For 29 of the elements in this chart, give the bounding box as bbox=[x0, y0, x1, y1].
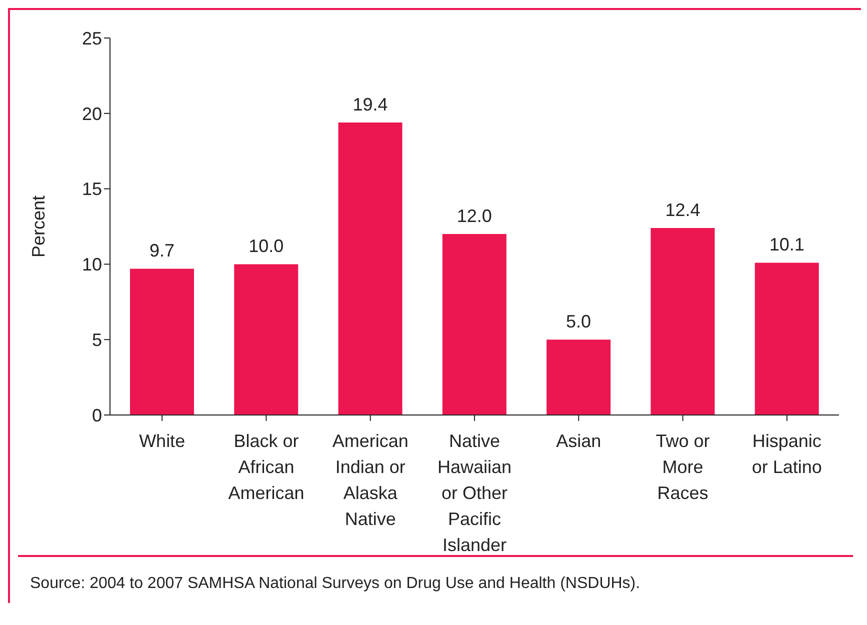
data-label: 10.1 bbox=[769, 234, 804, 255]
data-label: 10.0 bbox=[248, 236, 284, 256]
bar bbox=[130, 268, 194, 415]
data-label: 5.0 bbox=[566, 312, 592, 332]
y-tick-label: 5 bbox=[92, 330, 102, 350]
bar bbox=[754, 262, 819, 415]
data-label: 9.7 bbox=[149, 240, 175, 261]
x-tick-label: Hispanic or Latino bbox=[752, 431, 822, 477]
bar bbox=[338, 122, 402, 415]
x-tick-label: Asian bbox=[556, 431, 602, 451]
y-tick-label: 15 bbox=[82, 179, 102, 200]
bar bbox=[650, 228, 715, 415]
bar bbox=[546, 340, 611, 415]
x-tick-label: American Indian or Alaska Native bbox=[332, 431, 408, 529]
x-tick-label: Native Hawaiian or Other Pacific Islander bbox=[437, 431, 512, 555]
y-tick-label: 20 bbox=[82, 104, 102, 124]
bar bbox=[234, 264, 298, 415]
data-label: 12.0 bbox=[456, 206, 492, 226]
y-tick-label: 0 bbox=[92, 405, 102, 426]
y-tick-label: 25 bbox=[82, 28, 102, 48]
data-label: 19.4 bbox=[352, 94, 388, 114]
bar bbox=[442, 234, 506, 415]
data-label: 12.4 bbox=[665, 200, 700, 220]
y-axis-title: Percent bbox=[28, 195, 48, 258]
x-tick-label: Black or African American bbox=[228, 431, 304, 503]
x-tick-label: Two or More Races bbox=[656, 431, 710, 503]
y-tick-label: 10 bbox=[82, 254, 102, 275]
source-note: Source: 2004 to 2007 SAMHSA National Surveys on Drug Use and Health (NSDUHs). bbox=[30, 575, 642, 593]
x-tick-label: White bbox=[139, 431, 186, 451]
